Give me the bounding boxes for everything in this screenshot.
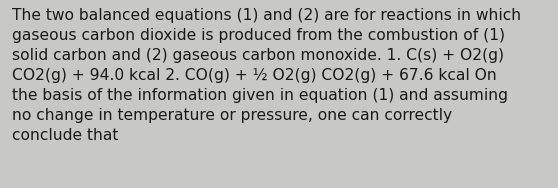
Text: The two balanced equations (1) and (2) are for reactions in which
gaseous carbon: The two balanced equations (1) and (2) a… [12, 8, 521, 143]
